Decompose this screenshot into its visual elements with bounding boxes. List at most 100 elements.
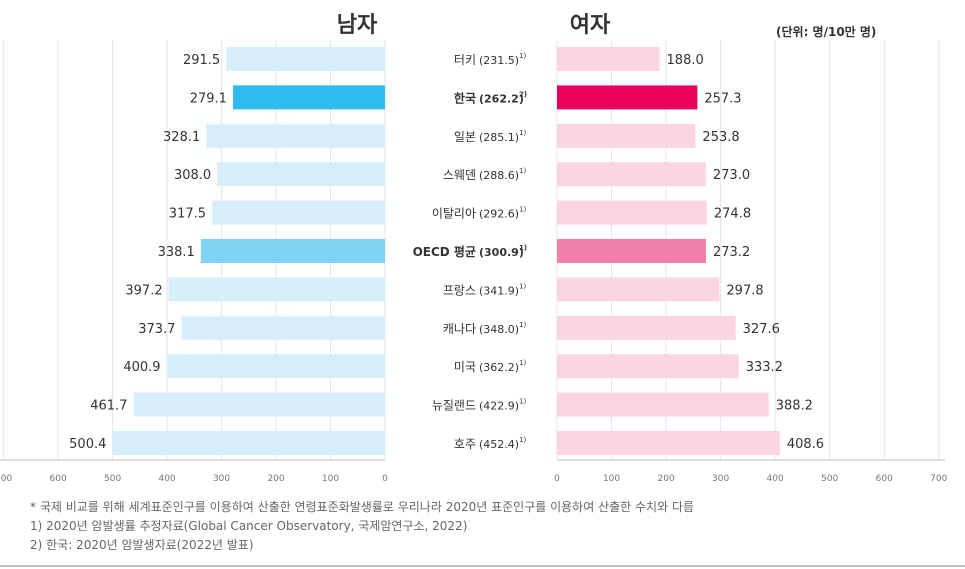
chart-svg: 0 0 100 100 200 200 300 300 400 400 500 500 600 600 70… <box>0 13 948 484</box>
tick-label-female: 500 <box>821 474 838 484</box>
category-total: (285.1) <box>479 131 519 144</box>
category-label: 호주 <box>454 437 476 451</box>
bar-female <box>557 431 780 455</box>
tick-label-female: 100 <box>603 474 620 484</box>
data-label-female: 297.8 <box>726 283 763 298</box>
category-total: (341.9) <box>479 284 519 297</box>
category-footnote-mark: 1) <box>519 244 527 252</box>
bar-male <box>217 162 385 187</box>
footnote-2: 2) 한국: 2020년 암발생자료(2022년 발표) <box>30 538 254 552</box>
bar-female <box>557 200 707 225</box>
bar-male <box>133 392 385 417</box>
data-label-female: 274.8 <box>714 207 751 222</box>
tick-label-male: 500 <box>104 474 121 484</box>
category-label: 이탈리아 <box>432 207 476 221</box>
bar-male <box>206 123 385 148</box>
tick-label-male: 0 <box>382 474 388 484</box>
data-label-female: 333.2 <box>746 360 783 375</box>
data-label-male: 400.9 <box>123 360 160 375</box>
data-label-female: 253.8 <box>702 130 739 145</box>
category-footnote-mark: 1) <box>519 359 526 367</box>
bar-male <box>168 277 385 302</box>
tick-label-male: 400 <box>158 474 175 484</box>
category-label: 스웨덴 <box>443 168 476 182</box>
tick-label-male: 700 <box>0 474 12 484</box>
category-label: 일본 <box>454 130 476 144</box>
category-total: (300.9) <box>479 246 524 259</box>
tick-label-female: 600 <box>876 474 893 484</box>
tick-label-female: 700 <box>930 474 947 484</box>
tick-label-female: 300 <box>712 474 729 484</box>
tick-label-male: 100 <box>322 474 339 484</box>
category-label: 캐나다 <box>443 322 476 336</box>
tick-label-male: 600 <box>50 474 67 484</box>
category-label: 터키 <box>454 53 476 67</box>
data-label-female: 257.3 <box>704 91 741 106</box>
category-total: (262.2) <box>479 92 524 105</box>
bar-male <box>200 239 385 263</box>
category-label: 프랑스 <box>443 283 476 297</box>
bar-female <box>557 354 739 379</box>
data-label-female: 408.6 <box>787 437 824 452</box>
panel-title-male: 남자 <box>337 13 378 38</box>
bar-male <box>232 85 385 110</box>
unit-label: (단위: 명/10만 명) <box>776 25 877 39</box>
category-total: (422.9) <box>479 400 519 413</box>
bar-male <box>181 315 385 340</box>
category-total: (288.6) <box>479 169 519 182</box>
category-label: 미국 <box>454 360 476 374</box>
category-footnote-mark: 1) <box>519 129 526 137</box>
bar-female <box>557 277 720 302</box>
tick-label-male: 300 <box>213 474 230 484</box>
footnote-1: 1) 2020년 암발생률 추정자료(Global Cancer Observa… <box>30 519 468 533</box>
bar-female <box>557 239 707 263</box>
bar-female <box>557 85 698 110</box>
data-label-male: 308.0 <box>174 168 211 183</box>
bottom-divider <box>0 565 965 567</box>
data-label-male: 317.5 <box>169 207 206 222</box>
category-footnote-mark: 1) <box>519 206 526 214</box>
bar-male <box>112 431 385 455</box>
bar-female <box>557 162 706 187</box>
data-label-female: 188.0 <box>667 53 704 68</box>
data-label-male: 397.2 <box>125 283 162 298</box>
category-footnote-mark: 1) <box>519 52 526 60</box>
category-total: (292.6) <box>479 208 519 221</box>
tick-label-female: 0 <box>554 474 560 484</box>
category-footnote-mark: 1) <box>519 321 526 329</box>
category-label: 뉴질랜드 <box>432 399 476 413</box>
bar-female <box>557 123 696 148</box>
category-total: (452.4) <box>479 438 519 451</box>
bar-female <box>557 315 736 340</box>
category-footnote-mark: 1) <box>519 436 526 444</box>
tick-label-male: 200 <box>267 474 284 484</box>
category-label: OECD 평균 <box>413 245 476 259</box>
data-label-male: 328.1 <box>163 130 200 145</box>
category-footnote-mark: 1) <box>519 398 526 406</box>
data-label-male: 373.7 <box>138 322 175 337</box>
data-label-male: 291.5 <box>183 53 220 68</box>
category-total: (231.5) <box>479 54 519 67</box>
bar-male <box>166 354 385 379</box>
bar-female <box>557 47 660 71</box>
tick-label-female: 400 <box>767 474 784 484</box>
data-label-male: 279.1 <box>190 91 227 106</box>
data-label-female: 388.2 <box>776 399 813 414</box>
data-label-female: 273.2 <box>713 245 750 260</box>
category-total: (348.0) <box>479 323 519 336</box>
data-label-male: 338.1 <box>158 245 195 260</box>
category-label: 한국 <box>454 90 476 105</box>
data-label-female: 327.6 <box>743 322 780 337</box>
bar-female <box>557 392 769 417</box>
category-footnote-mark: 2) <box>519 90 527 98</box>
bar-male <box>226 47 385 71</box>
data-label-male: 500.4 <box>69 437 106 452</box>
category-footnote-mark: 1) <box>519 282 526 290</box>
category-total: (362.2) <box>479 361 519 374</box>
footnotes: * 국제 비교를 위해 세계표준인구를 이용하여 산출한 연령표준화발생률로 우… <box>30 498 694 555</box>
data-label-female: 273.0 <box>713 168 750 183</box>
data-label-male: 461.7 <box>90 399 127 414</box>
tick-label-female: 200 <box>657 474 674 484</box>
footnote-main: * 국제 비교를 위해 세계표준인구를 이용하여 산출한 연령표준화발생률로 우… <box>30 500 695 514</box>
category-footnote-mark: 1) <box>519 167 526 175</box>
